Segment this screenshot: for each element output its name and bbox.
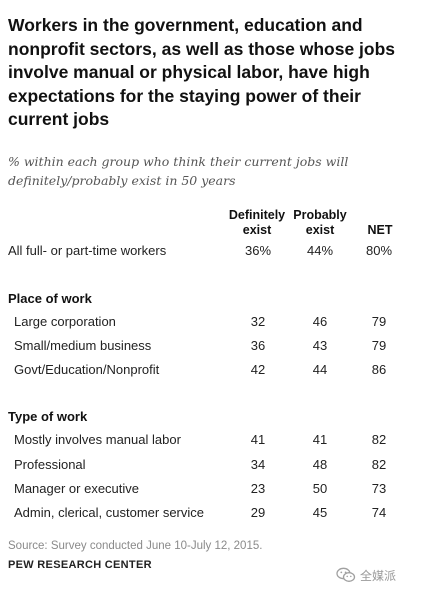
cell-definitely: 29 [250,505,266,520]
row-label: Large corporation [14,314,116,329]
section-heading-type-of-work: Type of work [8,409,88,424]
cell-definitely: 36 [250,338,266,353]
column-header-net: NET [367,223,393,237]
cell-probably: 50 [312,481,328,496]
watermark: 全媒派 [336,566,396,584]
cell-definitely: 42 [250,362,266,377]
row-label: Manager or executive [14,481,140,496]
cell-net: 79 [371,314,387,329]
table-row: Admin, clerical, customer service 29 45 … [0,503,421,523]
source-note: Source: Survey conducted June 10-July 12… [8,540,263,552]
cell-net: 86 [371,362,387,377]
chart-subtitle: % within each group who think their curr… [8,154,349,188]
row-label: Govt/Education/Nonprofit [14,362,160,377]
table-row: Small/medium business 36 43 79 [0,336,421,356]
cell-net: 74 [371,505,387,520]
watermark-text: 全媒派 [360,568,397,583]
cell-net: 73 [371,481,387,496]
table-row: Manager or executive 23 50 73 [0,479,421,499]
cell-definitely: 34 [250,457,266,472]
table-row: Govt/Education/Nonprofit 42 44 86 [0,360,421,380]
cell-definitely: 23 [250,481,266,496]
cell-net: 80% [365,243,393,258]
wechat-logo-icon [336,567,356,583]
cell-probably: 44 [312,362,328,377]
cell-net: 82 [371,457,387,472]
cell-probably: 48 [312,457,328,472]
row-label: Small/medium business [14,338,152,353]
row-label: All full- or part-time workers [8,243,167,258]
cell-probably: 44% [306,243,334,258]
table-row: Large corporation 32 46 79 [0,312,421,332]
cell-probably: 43 [312,338,328,353]
row-label: Professional [14,457,86,472]
row-label: Admin, clerical, customer service [14,505,204,520]
cell-net: 82 [371,432,387,447]
cell-probably: 46 [312,314,328,329]
table-row: Mostly involves manual labor 41 41 82 [0,430,421,450]
section-heading-place-of-work: Place of work [8,291,92,306]
chart-title: Workers in the government, education and… [8,15,396,129]
row-label: Mostly involves manual labor [14,432,181,447]
organization-credit: PEW RESEARCH CENTER [8,559,152,571]
column-header-probably: Probably exist [293,208,347,237]
cell-net: 79 [371,338,387,353]
cell-definitely: 36% [244,243,272,258]
cell-probably: 45 [312,505,328,520]
column-header-definitely: Definitely exist [228,208,286,237]
cell-definitely: 41 [250,432,266,447]
table-row-overall: All full- or part-time workers 36% 44% 8… [0,241,421,261]
cell-probably: 41 [312,432,328,447]
cell-definitely: 32 [250,314,266,329]
table-row: Professional 34 48 82 [0,455,421,475]
